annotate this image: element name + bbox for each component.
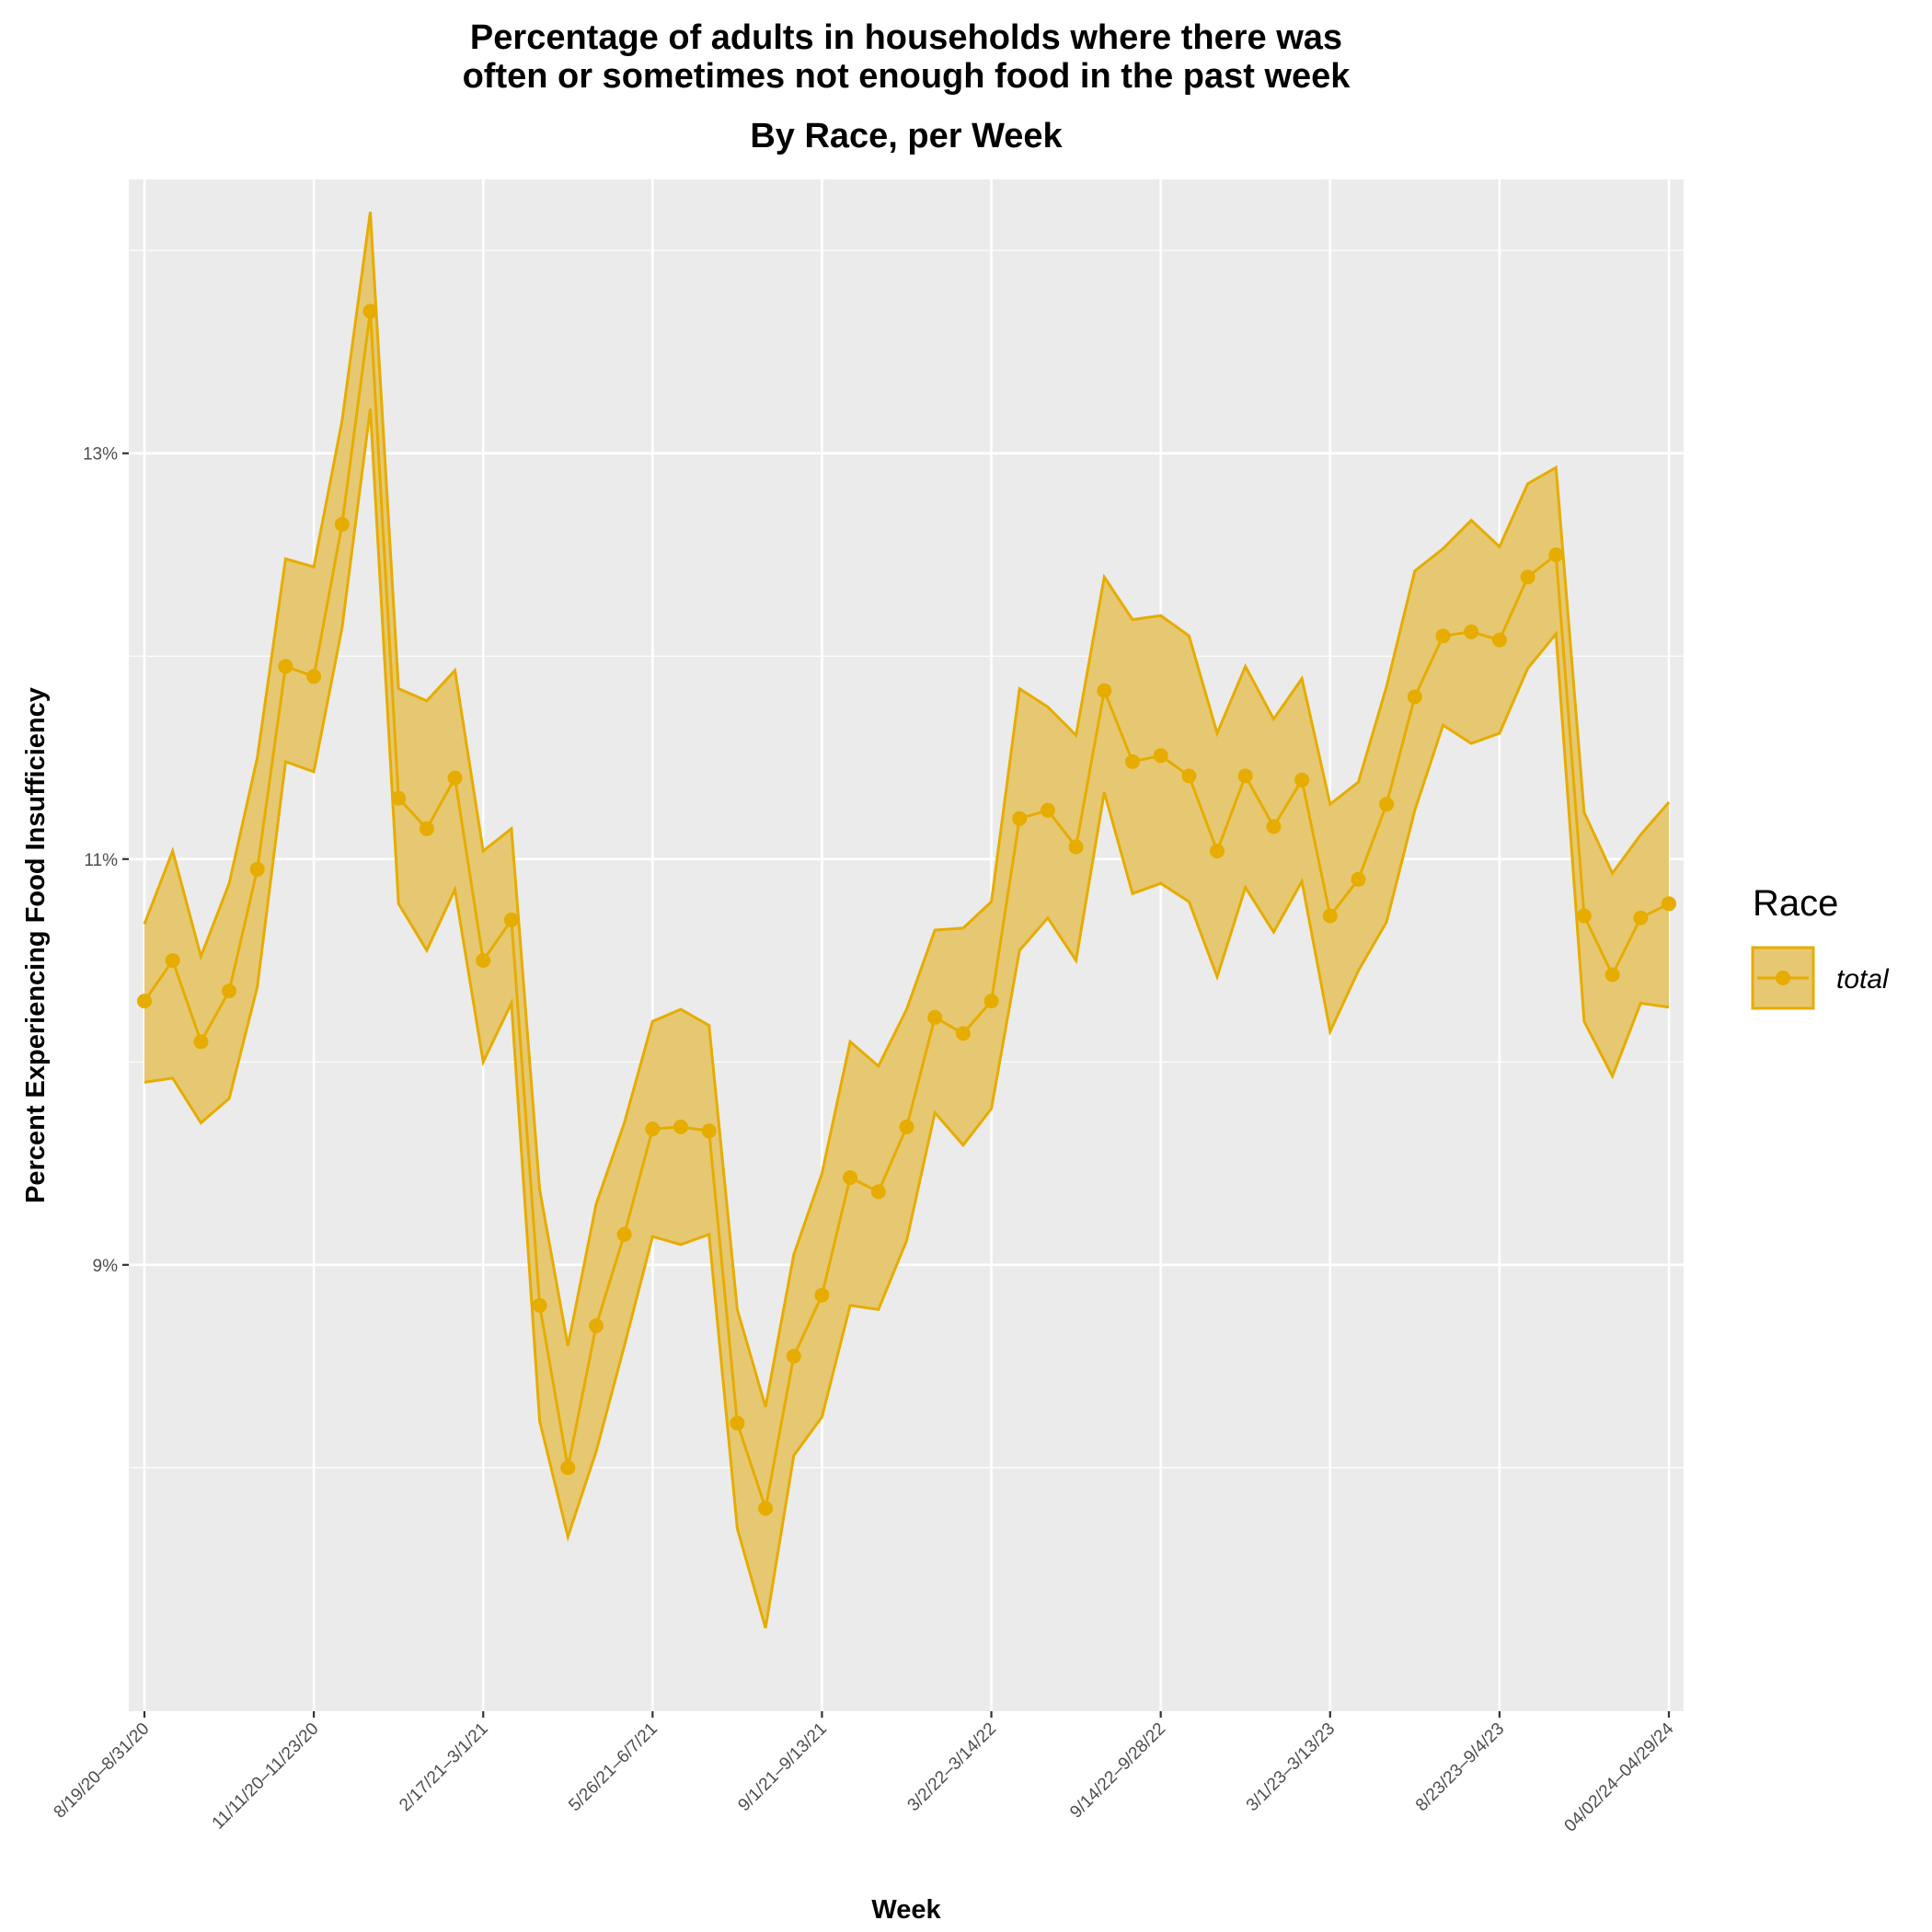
x-axis-title: Week — [871, 1895, 941, 1925]
data-point — [560, 1460, 576, 1476]
legend-key-dot — [1776, 971, 1790, 985]
data-point — [1012, 811, 1028, 826]
data-point — [278, 659, 293, 674]
data-point — [532, 1297, 547, 1313]
y-axis: 9% 11% 13% — [83, 445, 129, 1276]
data-point — [1237, 768, 1253, 784]
data-point — [362, 304, 378, 319]
x-tick-label: 3/2/22–3/14/22 — [904, 1719, 1001, 1816]
data-point — [1576, 908, 1592, 924]
chart-title-line-2: often or sometimes not enough food in th… — [462, 57, 1351, 96]
confidence-band-layer — [143, 212, 1671, 1629]
data-point — [1153, 748, 1168, 764]
data-point — [1125, 753, 1140, 769]
x-tick-label: 04/02/24–04/29/24 — [1561, 1719, 1678, 1835]
data-point — [503, 912, 519, 927]
data-point — [927, 1009, 943, 1025]
data-point — [1040, 802, 1055, 818]
y-tick-label: 9% — [93, 1257, 119, 1276]
legend-label-total: total — [1836, 964, 1890, 995]
data-point — [1520, 569, 1535, 585]
data-point — [758, 1501, 774, 1516]
upper-bound-line — [143, 212, 1671, 1408]
data-point — [1633, 910, 1649, 926]
data-point — [1407, 689, 1422, 705]
legend-title: Race — [1753, 883, 1838, 924]
data-point — [589, 1318, 604, 1333]
data-point — [476, 953, 491, 968]
x-tick-label: 2/17/21–3/1/21 — [396, 1719, 492, 1816]
confidence-band — [144, 212, 1669, 1628]
data-point — [1435, 628, 1451, 644]
data-point — [843, 1170, 858, 1185]
data-point — [786, 1349, 801, 1364]
data-point — [616, 1226, 632, 1242]
data-point — [814, 1287, 830, 1303]
data-point — [249, 861, 265, 877]
x-tick-label: 9/14/22–9/28/22 — [1066, 1719, 1169, 1823]
data-point — [1491, 632, 1507, 648]
data-point — [306, 669, 322, 684]
data-point — [1322, 908, 1338, 924]
data-point — [1097, 683, 1112, 698]
plot-panel — [129, 179, 1684, 1711]
x-tick-label: 11/11/20–11/23/20 — [209, 1719, 323, 1834]
x-axis: 8/19/20–8/31/20 11/11/20–11/23/20 2/17/21–… — [51, 1711, 1678, 1836]
y-tick-label: 11% — [84, 851, 118, 870]
data-point — [137, 994, 152, 1009]
data-point — [193, 1034, 209, 1050]
data-point — [983, 994, 999, 1009]
data-point — [1210, 844, 1225, 858]
x-tick-label: 3/1/23–3/13/23 — [1243, 1719, 1340, 1816]
data-point — [1266, 819, 1282, 834]
data-point — [1464, 624, 1479, 639]
data-point — [1068, 839, 1084, 855]
lower-bound-line — [144, 408, 1670, 1629]
data-point — [222, 983, 237, 999]
y-axis-title: Percent Experiencing Food Insufficiency — [21, 687, 51, 1203]
data-point — [673, 1119, 688, 1134]
legend: Race total — [1751, 883, 1890, 1010]
data-point — [447, 770, 463, 786]
data-point — [1294, 772, 1310, 788]
data-point — [955, 1026, 971, 1041]
x-tick-label: 9/1/21–9/13/21 — [734, 1719, 831, 1816]
x-tick-label: 8/19/20–8/31/20 — [51, 1719, 154, 1823]
data-point — [645, 1121, 661, 1137]
data-point — [1181, 768, 1197, 784]
x-tick-label: 5/26/21–6/7/21 — [565, 1719, 661, 1816]
chart-subtitle: By Race, per Week — [750, 117, 1063, 155]
data-point — [701, 1123, 717, 1139]
x-tick-label: 8/23/23–9/4/23 — [1412, 1719, 1509, 1816]
data-point — [899, 1119, 914, 1134]
data-point — [391, 790, 407, 806]
data-point — [1604, 967, 1620, 983]
data-point — [1548, 547, 1564, 562]
data-point — [419, 821, 434, 836]
data-point — [1662, 896, 1676, 912]
chart-title-line-1: Percentage of adults in households where… — [469, 18, 1343, 57]
data-point — [730, 1415, 745, 1431]
data-point — [1379, 797, 1395, 812]
data-point — [165, 953, 180, 968]
series-points-layer — [137, 304, 1676, 1516]
data-point — [870, 1184, 886, 1200]
y-tick-label: 13% — [83, 445, 118, 465]
data-point — [1351, 871, 1366, 887]
data-point — [334, 516, 350, 532]
